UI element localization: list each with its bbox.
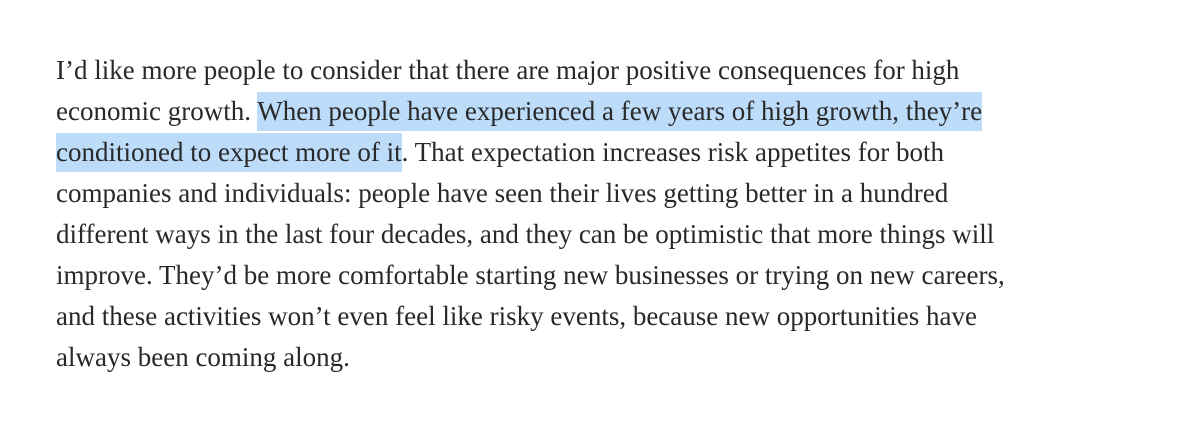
text-line-7: and these activities won’t even feel lik…	[56, 296, 1166, 337]
line-text: improve. They’d be more comfortable star…	[56, 260, 1005, 290]
line-text: economic growth.	[56, 96, 258, 126]
text-line-1: I’d like more people to consider that th…	[56, 50, 1166, 91]
highlighted-text[interactable]: When people have experienced a few years…	[257, 92, 983, 131]
line-text: and these activities won’t even feel lik…	[56, 301, 977, 331]
text-line-5: different ways in the last four decades,…	[56, 214, 1166, 255]
text-line-8: always been coming along.	[56, 337, 1166, 378]
line-text: always been coming along.	[56, 342, 350, 372]
article-body: I’d like more people to consider that th…	[56, 50, 1166, 378]
line-text: companies and individuals: people have s…	[56, 178, 949, 208]
text-line-3: conditioned to expect more of it. That e…	[56, 132, 1166, 173]
line-text: . That expectation increases risk appeti…	[401, 137, 944, 167]
paragraph[interactable]: I’d like more people to consider that th…	[56, 50, 1166, 378]
text-line-6: improve. They’d be more comfortable star…	[56, 255, 1166, 296]
line-text: I’d like more people to consider that th…	[56, 55, 960, 85]
text-line-2: economic growth. When people have experi…	[56, 91, 1166, 132]
text-line-4: companies and individuals: people have s…	[56, 173, 1166, 214]
highlighted-text[interactable]: conditioned to expect more of it	[56, 133, 402, 172]
line-text: different ways in the last four decades,…	[56, 219, 995, 249]
